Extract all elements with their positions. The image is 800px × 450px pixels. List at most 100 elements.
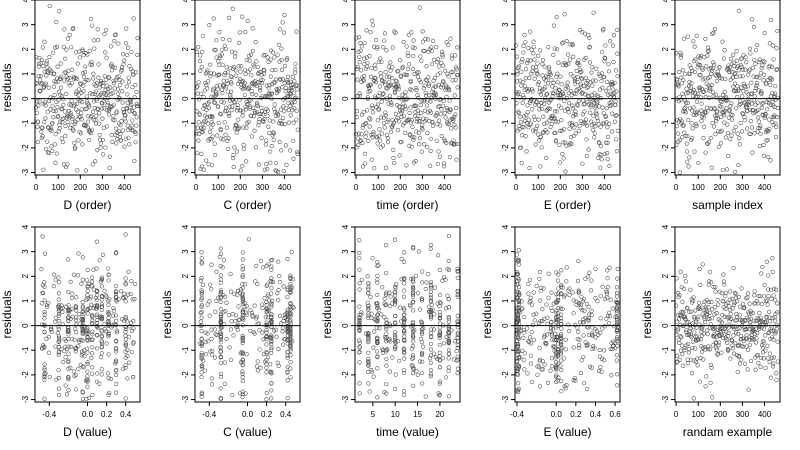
point: [707, 310, 712, 315]
point: [52, 71, 57, 76]
point: [527, 75, 532, 81]
point: [428, 360, 433, 365]
point: [59, 303, 64, 308]
point: [568, 42, 573, 47]
y-axis-label: residuals: [0, 63, 14, 111]
point: [116, 74, 121, 79]
point: [366, 291, 371, 296]
point: [745, 336, 750, 341]
y-tick-label: 4: [181, 0, 190, 2]
point: [556, 291, 561, 296]
point: [80, 277, 85, 282]
point: [72, 102, 77, 107]
point: [244, 57, 249, 63]
point: [546, 271, 551, 276]
point: [126, 135, 131, 140]
point: [53, 160, 58, 165]
point: [376, 134, 381, 139]
point: [65, 36, 71, 41]
point: [366, 306, 371, 311]
point: [606, 62, 611, 67]
point: [614, 318, 620, 323]
point: [72, 337, 77, 342]
point: [393, 284, 398, 289]
point: [42, 316, 47, 321]
point: [42, 39, 47, 44]
point: [727, 304, 732, 309]
point: [113, 295, 119, 300]
point: [534, 68, 539, 73]
point: [125, 292, 131, 297]
point: [437, 354, 442, 359]
point: [762, 72, 767, 77]
point: [583, 117, 589, 122]
point: [364, 28, 369, 33]
point: [76, 312, 82, 317]
point: [515, 276, 521, 281]
point: [446, 394, 451, 399]
point: [281, 168, 286, 174]
point: [567, 57, 573, 62]
point: [87, 306, 93, 311]
point: [769, 77, 774, 83]
point: [428, 279, 434, 285]
point: [410, 284, 416, 290]
x-tick-label: 400: [598, 183, 612, 192]
point: [607, 121, 612, 126]
point: [757, 75, 762, 80]
point: [198, 91, 204, 97]
point: [249, 113, 254, 118]
point: [572, 322, 578, 328]
point: [679, 121, 684, 126]
point: [377, 326, 382, 331]
point: [515, 348, 521, 353]
point: [564, 62, 569, 67]
point: [766, 129, 771, 134]
point: [212, 141, 217, 146]
point: [711, 93, 716, 98]
point: [397, 153, 402, 158]
point: [454, 157, 459, 162]
point: [108, 376, 113, 382]
x-tick-label: 15: [413, 410, 422, 419]
point: [561, 40, 566, 45]
point: [710, 68, 715, 73]
point: [66, 351, 71, 356]
point: [63, 355, 68, 360]
point: [392, 160, 397, 166]
point: [257, 347, 262, 352]
point: [370, 105, 375, 111]
point: [99, 297, 104, 302]
point: [99, 339, 104, 344]
point: [37, 99, 42, 104]
point: [737, 99, 743, 104]
point: [434, 138, 439, 143]
point: [760, 100, 766, 106]
point: [123, 316, 128, 321]
point: [232, 145, 237, 150]
point: [293, 83, 299, 88]
point: [62, 56, 68, 61]
point: [384, 270, 389, 276]
point: [437, 342, 442, 348]
point: [107, 165, 112, 170]
point: [382, 38, 387, 43]
point: [240, 294, 245, 299]
point: [607, 103, 612, 109]
point: [728, 289, 733, 294]
point: [745, 291, 751, 296]
point: [679, 343, 685, 348]
point: [378, 138, 383, 143]
point: [66, 344, 71, 349]
point: [766, 273, 771, 278]
point: [411, 339, 416, 344]
point: [703, 384, 708, 389]
point: [218, 354, 223, 359]
point: [565, 107, 571, 112]
point: [76, 138, 81, 143]
point: [361, 73, 367, 79]
x-tick-label: 200: [394, 183, 408, 192]
point: [240, 113, 245, 118]
point: [537, 359, 542, 364]
point: [402, 317, 407, 322]
